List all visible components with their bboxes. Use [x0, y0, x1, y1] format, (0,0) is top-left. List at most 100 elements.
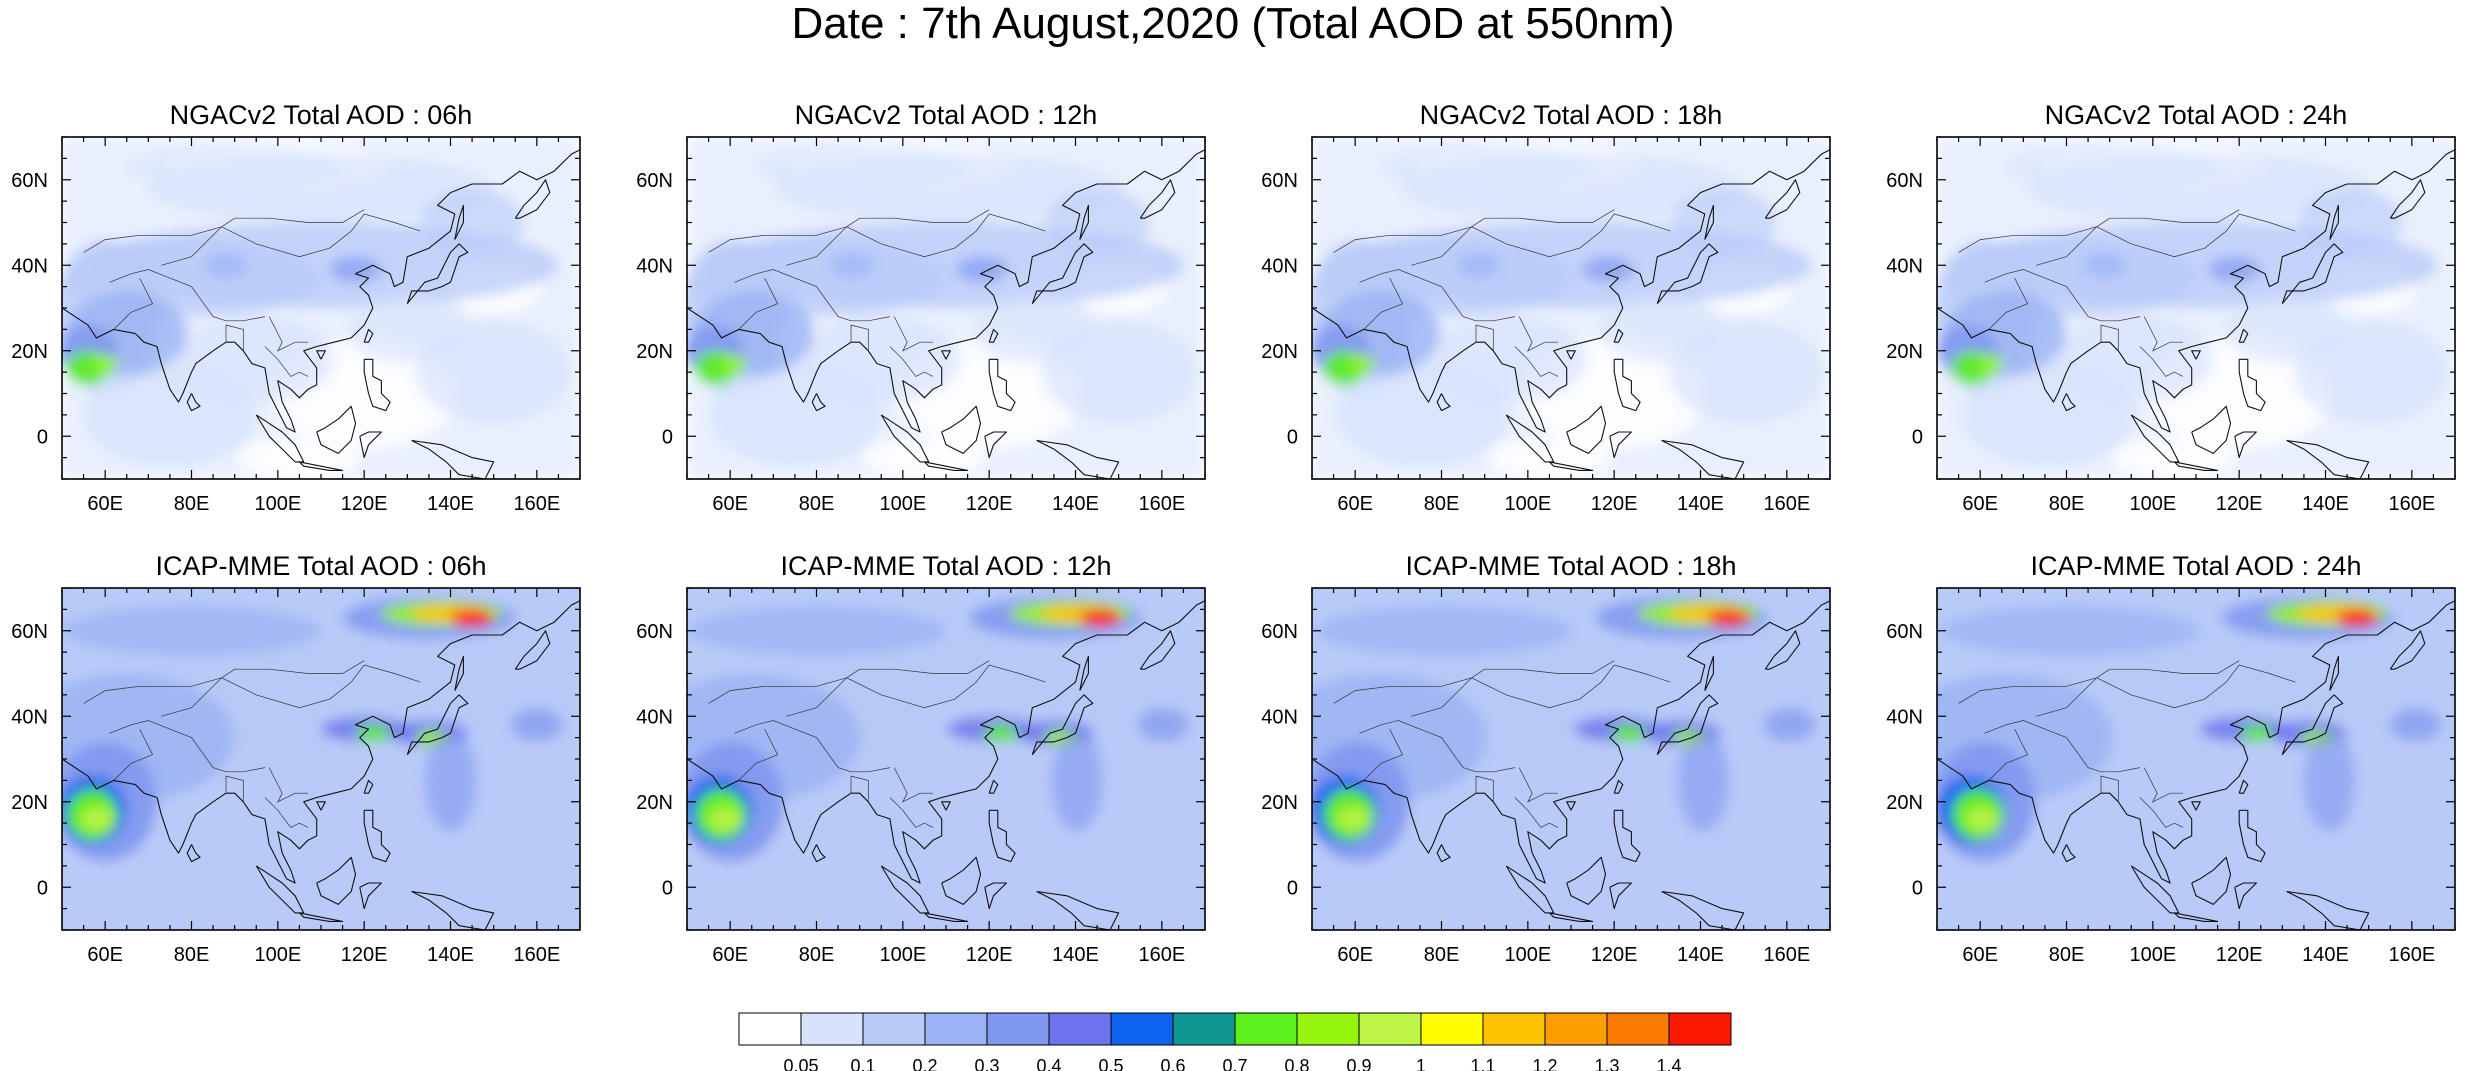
y-tick-label: 20N — [1886, 341, 1923, 363]
colorbar-label: 0.1 — [850, 1056, 875, 1071]
colorbar-label: 0.3 — [974, 1056, 999, 1071]
x-tick-label: 120E — [966, 493, 1013, 515]
x-tick-label: 80E — [2049, 493, 2085, 515]
x-tick-label: 140E — [2302, 493, 2349, 515]
x-tick-label: 100E — [254, 493, 301, 515]
x-tick-label: 60E — [1337, 493, 1373, 515]
x-tick-label: 160E — [1138, 493, 1185, 515]
x-tick-label: 100E — [1504, 493, 1551, 515]
x-tick-label: 160E — [513, 493, 560, 515]
y-tick-label: 0 — [37, 426, 48, 448]
x-tick-label: 120E — [1591, 944, 1638, 966]
x-tick-label: 60E — [1337, 944, 1373, 966]
y-tick-label: 0 — [662, 426, 673, 448]
y-tick-label: 0 — [1287, 426, 1298, 448]
colorbar-swatch — [924, 1012, 988, 1046]
y-tick-label: 60N — [1886, 170, 1923, 192]
y-tick-label: 20N — [11, 792, 48, 814]
y-tick-label: 40N — [1261, 255, 1298, 277]
panels-layer: NGACv2 Total AOD : 06h 60E 80E 100E 120E 140E… — [11, 100, 2456, 966]
x-tick-label: 140E — [427, 944, 474, 966]
y-tick-label: 60N — [636, 170, 673, 192]
colorbar-label: 0.4 — [1036, 1056, 1061, 1071]
y-tick-label: 0 — [1912, 877, 1923, 899]
map-panel: ICAP-MME Total AOD : 12h 60E 80E 100E 120E 14… — [636, 551, 1206, 966]
colorbar-label: 0.6 — [1160, 1056, 1185, 1071]
y-tick-label: 60N — [11, 170, 48, 192]
x-tick-label: 160E — [1138, 944, 1185, 966]
y-tick-label: 60N — [1261, 170, 1298, 192]
x-tick-label: 120E — [966, 944, 1013, 966]
map-panel: NGACv2 Total AOD : 06h 60E 80E 100E 120E 140E… — [11, 100, 581, 515]
y-tick-label: 60N — [1886, 621, 1923, 643]
colorbar-label: 0.2 — [912, 1056, 937, 1071]
colorbar-swatch — [1482, 1012, 1546, 1046]
map-panel: NGACv2 Total AOD : 18h 60E 80E 100E 120E 140E… — [1261, 100, 1831, 515]
x-tick-label: 80E — [1424, 493, 1460, 515]
panel-title: NGACv2 Total AOD : 06h — [170, 100, 473, 130]
y-tick-label: 40N — [1261, 706, 1298, 728]
colorbar-swatch — [1172, 1012, 1236, 1046]
x-tick-label: 100E — [1504, 944, 1551, 966]
panel-title: ICAP-MME Total AOD : 18h — [1405, 551, 1736, 581]
colorbar-swatch — [862, 1012, 926, 1046]
colorbar-label: 1 — [1416, 1056, 1426, 1071]
x-tick-label: 160E — [1763, 944, 1810, 966]
y-tick-label: 40N — [1886, 255, 1923, 277]
colorbar-label: 1.2 — [1532, 1056, 1557, 1071]
x-tick-label: 60E — [712, 493, 748, 515]
panel-title: ICAP-MME Total AOD : 24h — [2030, 551, 2361, 581]
map-panel: ICAP-MME Total AOD : 24h 60E 80E 100E 120E 14… — [1886, 551, 2456, 966]
x-tick-label: 80E — [174, 493, 210, 515]
y-tick-label: 0 — [1912, 426, 1923, 448]
y-tick-label: 20N — [11, 341, 48, 363]
y-tick-label: 40N — [11, 255, 48, 277]
colorbar-swatch — [800, 1012, 864, 1046]
x-tick-label: 80E — [1424, 944, 1460, 966]
y-tick-label: 20N — [1261, 341, 1298, 363]
y-tick-label: 20N — [636, 792, 673, 814]
map-panel: NGACv2 Total AOD : 24h 60E 80E 100E 120E 140E… — [1886, 100, 2456, 515]
colorbar-swatch — [986, 1012, 1050, 1046]
colorbar-swatch — [1234, 1012, 1298, 1046]
y-tick-label: 20N — [1886, 792, 1923, 814]
x-tick-label: 80E — [799, 493, 835, 515]
y-tick-label: 0 — [37, 877, 48, 899]
y-tick-label: 60N — [1261, 621, 1298, 643]
x-tick-label: 120E — [2216, 944, 2263, 966]
x-tick-label: 120E — [2216, 493, 2263, 515]
x-tick-label: 160E — [2388, 493, 2435, 515]
colorbar-swatch — [1110, 1012, 1174, 1046]
colorbar-swatch — [1606, 1012, 1670, 1046]
map-panel: ICAP-MME Total AOD : 18h 60E 80E 100E 120E 14… — [1261, 551, 1831, 966]
x-tick-label: 80E — [174, 944, 210, 966]
x-tick-label: 60E — [1962, 944, 1998, 966]
y-tick-label: 0 — [662, 877, 673, 899]
colorbar-swatch — [1048, 1012, 1112, 1046]
colorbar-swatch — [738, 1012, 802, 1046]
panel-title: NGACv2 Total AOD : 12h — [795, 100, 1098, 130]
map-panel: ICAP-MME Total AOD : 06h 60E 80E 100E 120E 14… — [11, 551, 581, 966]
x-tick-label: 120E — [341, 944, 388, 966]
x-tick-label: 160E — [2388, 944, 2435, 966]
x-tick-label: 140E — [427, 493, 474, 515]
map-panel: NGACv2 Total AOD : 12h 60E 80E 100E 120E 140E… — [636, 100, 1206, 515]
x-tick-label: 140E — [2302, 944, 2349, 966]
x-tick-label: 60E — [87, 493, 123, 515]
colorbar-swatch — [1420, 1012, 1484, 1046]
y-tick-label: 40N — [1886, 706, 1923, 728]
y-tick-label: 40N — [636, 706, 673, 728]
x-tick-label: 80E — [2049, 944, 2085, 966]
colorbar-swatch — [1358, 1012, 1422, 1046]
x-tick-label: 100E — [254, 944, 301, 966]
x-tick-label: 100E — [879, 493, 926, 515]
y-tick-label: 40N — [11, 706, 48, 728]
x-tick-label: 120E — [341, 493, 388, 515]
x-tick-label: 140E — [1052, 944, 1099, 966]
x-tick-label: 60E — [87, 944, 123, 966]
x-tick-label: 140E — [1677, 493, 1724, 515]
x-tick-label: 100E — [2129, 493, 2176, 515]
colorbar-swatch — [1544, 1012, 1608, 1046]
y-tick-label: 20N — [1261, 792, 1298, 814]
